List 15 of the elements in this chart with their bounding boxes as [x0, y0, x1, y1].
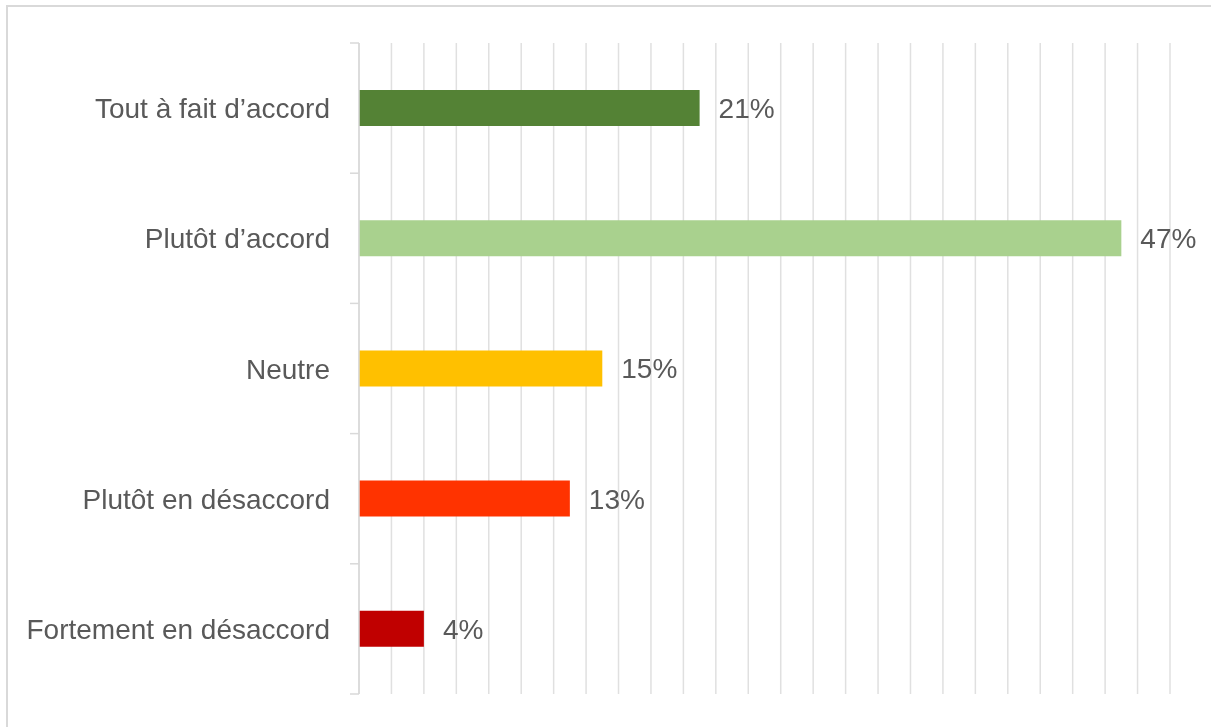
bar	[359, 480, 570, 517]
data-label: 13%	[588, 483, 645, 515]
bar	[359, 90, 700, 126]
bar	[359, 610, 424, 647]
y-tick-label: Neutre	[245, 353, 330, 384]
y-tick-label: Plutôt en désaccord	[82, 483, 330, 515]
data-label: 47%	[1140, 223, 1197, 255]
y-tick-label: Tout à fait d’accord	[94, 92, 330, 124]
data-label: 21%	[718, 92, 775, 124]
bar	[359, 220, 1122, 257]
data-label: 4%	[442, 613, 484, 645]
bar	[359, 350, 603, 387]
data-label: 15%	[621, 353, 678, 385]
y-tick-label: Plutôt d’accord	[144, 222, 330, 254]
y-tick-label: Fortement en désaccord	[26, 613, 330, 645]
